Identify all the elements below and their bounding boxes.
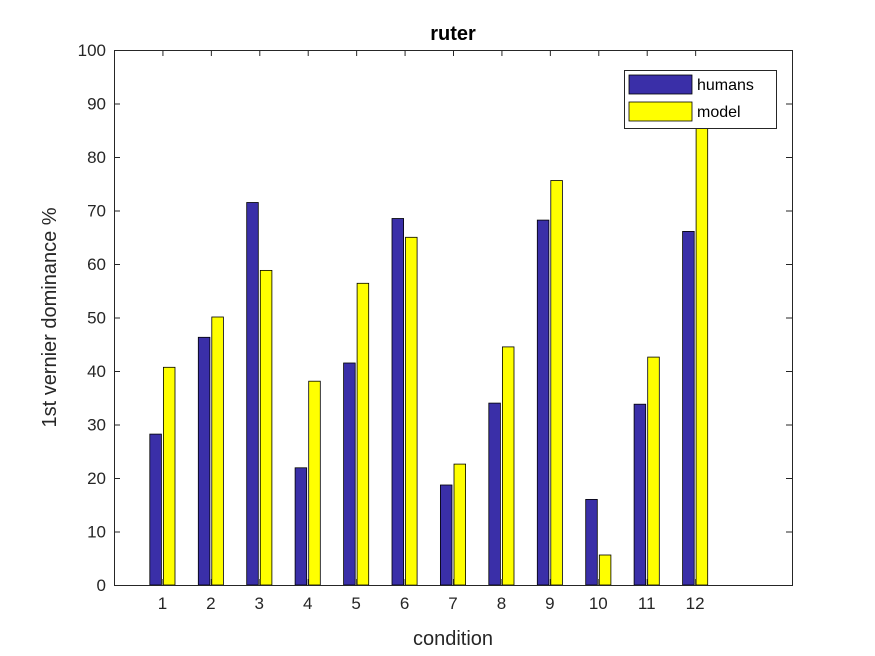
x-axis-label: condition [413,628,493,650]
bar-humans-8 [488,402,501,586]
x-tick-label: 9 [545,594,554,613]
bar-humans-2 [197,336,211,586]
legend: humans model [624,70,777,129]
bar-model-12 [695,113,709,586]
y-tick-label: 60 [87,255,106,274]
x-tick-label: 2 [206,594,215,613]
bar-model-6 [405,236,418,586]
bar-humans-11 [633,403,647,586]
bar-humans-9 [536,219,550,586]
bar-model-4 [308,380,321,586]
x-tick-label: 12 [686,594,705,613]
bar-model-9 [550,180,563,586]
bar-model-1 [162,366,176,586]
y-tick-label: 90 [87,95,106,114]
bar-humans-6 [391,218,405,586]
bar-humans-4 [294,467,308,586]
bar-humans-12 [682,230,695,586]
y-axis-label: 1st vernier dominance % [39,207,61,427]
y-tick-label: 100 [78,41,106,60]
legend-label-humans: humans [697,77,754,94]
x-tick-label: 8 [497,594,506,613]
bar-humans-7 [439,484,453,586]
bar-model-7 [453,463,467,586]
y-tick-label: 20 [87,469,106,488]
x-tick-label: 11 [638,594,656,613]
bar-model-8 [501,346,515,586]
chart-title: ruter [430,23,476,45]
legend-swatch-model [628,101,693,122]
bar-humans-3 [246,202,259,586]
x-tick-label: 1 [158,594,167,613]
bar-humans-5 [343,362,356,586]
bar-humans-10 [585,498,598,586]
bar-model-5 [356,282,370,586]
y-tick-label: 50 [87,309,106,328]
x-tick-label: 6 [400,594,409,613]
plot-area [114,50,792,585]
y-tick-label: 0 [97,576,106,595]
y-tick-label: 80 [87,148,106,167]
y-tick-label: 70 [87,202,106,221]
y-tick-label: 10 [87,523,106,542]
x-tick-label: 3 [255,594,264,613]
x-axis: 1 2 3 4 5 6 7 8 9 10 11 12 [158,50,705,613]
bar-model-10 [598,554,612,586]
legend-label-model: model [697,104,741,121]
bar-model-11 [647,356,660,586]
y-tick-label: 40 [87,362,106,381]
x-tick-label: 7 [448,594,457,613]
bar-model-2 [211,316,224,586]
bar-humans-1 [149,433,162,586]
x-tick-label: 5 [351,594,360,613]
x-tick-label: 10 [589,594,608,613]
legend-swatch-humans [628,74,693,95]
y-tick-label: 30 [87,416,106,435]
bar-model-3 [259,269,273,586]
y-axis: 0 10 20 30 40 50 60 70 80 90 100 [78,41,792,595]
x-tick-label: 4 [303,594,312,613]
